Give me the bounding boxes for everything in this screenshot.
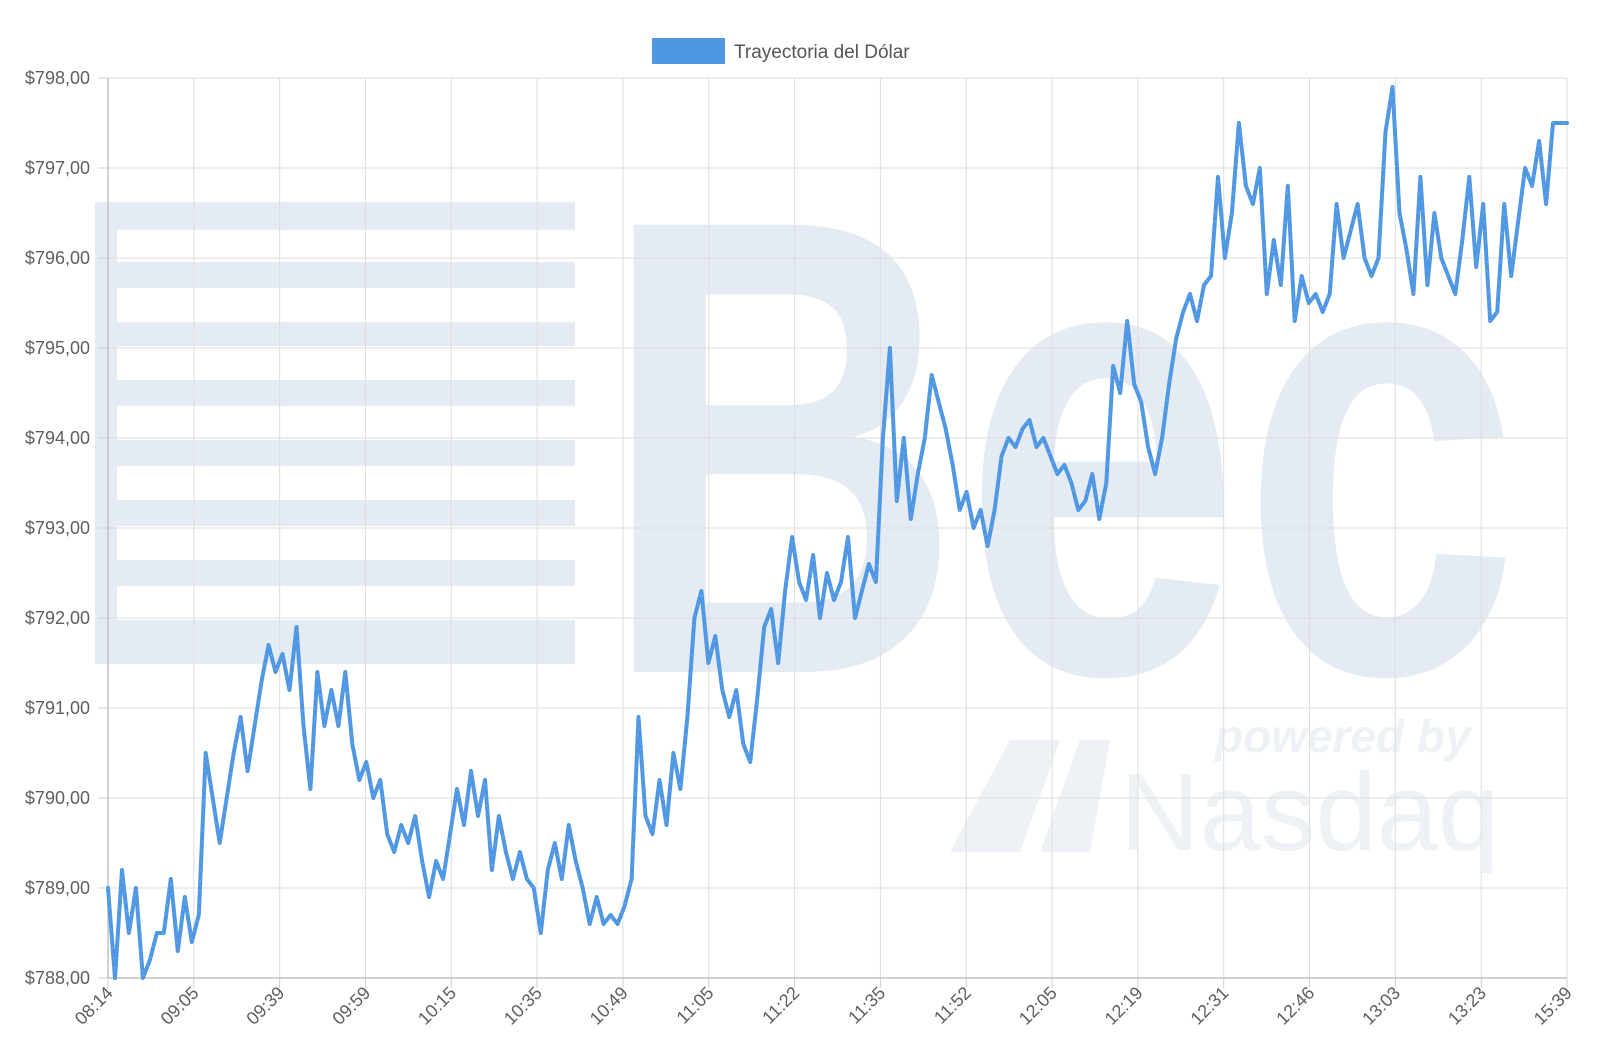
- x-tick-label: 13:03: [1358, 983, 1404, 1029]
- x-tick-label: 11:52: [930, 983, 975, 1028]
- y-tick-label: $793,00: [25, 518, 90, 538]
- x-tick-label: 11:05: [673, 983, 718, 1028]
- x-tick-label: 12:46: [1272, 983, 1318, 1029]
- y-tick-label: $796,00: [25, 248, 90, 268]
- y-tick-label: $792,00: [25, 608, 90, 628]
- x-tick-label: 12:31: [1187, 983, 1233, 1029]
- x-tick-label: 13:23: [1444, 983, 1490, 1029]
- y-tick-label: $789,00: [25, 878, 90, 898]
- x-tick-label: 11:22: [758, 983, 803, 1028]
- legend[interactable]: Trayectoria del Dólar: [652, 38, 910, 64]
- x-tick-label: 09:59: [328, 983, 374, 1029]
- series-line-trayectoria-del-dolar[interactable]: [106, 85, 1569, 980]
- x-tick-label: 12:05: [1015, 983, 1061, 1029]
- watermark-tagline: powered by: [1213, 710, 1473, 762]
- bec-logo-emblem: [95, 202, 575, 664]
- y-tick-label: $791,00: [25, 698, 90, 718]
- series-layer: [106, 85, 1569, 980]
- y-tick-label: $795,00: [25, 338, 90, 358]
- legend-label[interactable]: Trayectoria del Dólar: [734, 42, 910, 63]
- x-tick-label: 10:49: [586, 983, 632, 1029]
- x-tick-label: 15:39: [1530, 983, 1576, 1029]
- y-tick-label: $788,00: [25, 968, 90, 988]
- nasdaq-logo-icon: [950, 740, 1060, 852]
- y-axis-ticks: $788,00 $789,00 $790,00 $791,00 $792,00 $793,…: [25, 68, 90, 988]
- y-tick-label: $794,00: [25, 428, 90, 448]
- y-tick-label: $797,00: [25, 158, 90, 178]
- y-tick-label: $790,00: [25, 788, 90, 808]
- watermark-brand: Bec: [600, 84, 1520, 810]
- x-tick-label: 09:39: [242, 983, 288, 1029]
- x-tick-label: 10:35: [500, 983, 546, 1029]
- x-tick-label: 08:14: [71, 983, 117, 1029]
- watermark: Bec powered by Nasdaq: [95, 84, 1520, 874]
- axes: [98, 77, 1568, 988]
- x-tick-label: 11:35: [844, 983, 889, 1028]
- x-tick-label: 09:05: [157, 983, 203, 1029]
- y-tick-label: $798,00: [25, 68, 90, 88]
- x-tick-label: 12:19: [1101, 983, 1147, 1029]
- legend-swatch[interactable]: [652, 38, 725, 64]
- x-axis-ticks: 08:14 09:05 09:39 09:59 10:15 10:35 10:49 11:05…: [71, 983, 1576, 1029]
- x-tick-label: 10:15: [414, 983, 460, 1029]
